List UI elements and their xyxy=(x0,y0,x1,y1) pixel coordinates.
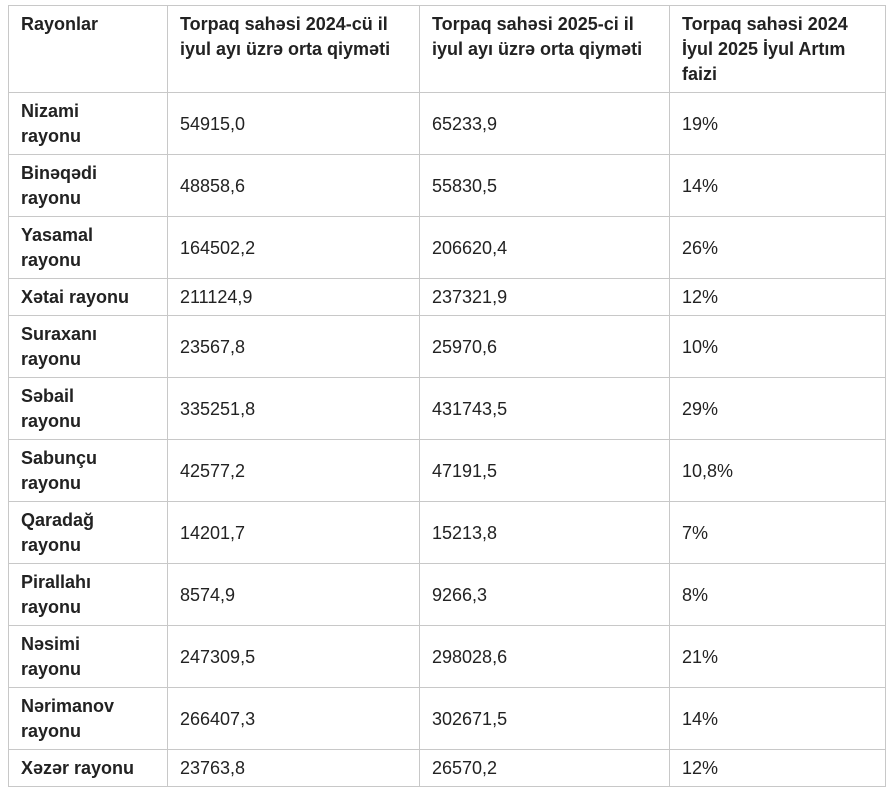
table-row: Qaradağ rayonu 14201,7 15213,8 7% xyxy=(8,501,886,564)
district-cell: Nizami rayonu xyxy=(8,92,168,155)
price-cell: 298028,6 xyxy=(419,625,670,688)
district-name: Xətai rayonu xyxy=(21,287,130,307)
district-cell: Suraxanı rayonu xyxy=(8,315,168,378)
growth-cell: 8% xyxy=(669,563,886,626)
district-cell: Binəqədi rayonu xyxy=(8,154,168,217)
growth-cell: 7% xyxy=(669,501,886,564)
district-name: Yasamal rayonu xyxy=(21,225,94,270)
district-name: Binəqədi rayonu xyxy=(21,163,98,208)
price-cell: 25970,6 xyxy=(419,315,670,378)
district-name: Pirallahı rayonu xyxy=(21,572,92,617)
table-row: Suraxanı rayonu 23567,8 25970,6 10% xyxy=(8,315,886,378)
growth-cell: 14% xyxy=(669,154,886,217)
data-table: Rayonlar Torpaq sahəsi 2024-cü il iyul ay… xyxy=(8,5,886,787)
header-cell: Rayonlar xyxy=(8,5,168,93)
district-name: Sabunçu rayonu xyxy=(21,448,98,493)
price-cell: 266407,3 xyxy=(167,687,420,750)
growth-cell: 12% xyxy=(669,278,886,316)
district-cell: Qaradağ rayonu xyxy=(8,501,168,564)
table-row: Sabunçu rayonu 42577,2 47191,5 10,8% xyxy=(8,439,886,502)
district-cell: Xəzər rayonu xyxy=(8,749,168,787)
growth-cell: 10,8% xyxy=(669,439,886,502)
header-cell: Torpaq sahəsi 2025-ci il iyul ayı üzrə o… xyxy=(419,5,670,93)
table-row: Səbail rayonu 335251,8 431743,5 29% xyxy=(8,377,886,440)
district-name: Nəsimi rayonu xyxy=(21,634,82,679)
district-cell: Nərimanov rayonu xyxy=(8,687,168,750)
district-cell: Nəsimi rayonu xyxy=(8,625,168,688)
price-cell: 237321,9 xyxy=(419,278,670,316)
price-cell: 302671,5 xyxy=(419,687,670,750)
district-cell: Xətai rayonu xyxy=(8,278,168,316)
district-cell: Səbail rayonu xyxy=(8,377,168,440)
header-row: Rayonlar Torpaq sahəsi 2024-cü il iyul ay… xyxy=(8,5,886,93)
price-cell: 26570,2 xyxy=(419,749,670,787)
table-row: Nəsimi rayonu 247309,5 298028,6 21% xyxy=(8,625,886,688)
price-cell: 55830,5 xyxy=(419,154,670,217)
price-cell: 23763,8 xyxy=(167,749,420,787)
price-cell: 23567,8 xyxy=(167,315,420,378)
district-cell: Sabunçu rayonu xyxy=(8,439,168,502)
district-name: Nizami rayonu xyxy=(21,101,82,146)
table-row: Xəzər rayonu 23763,8 26570,2 12% xyxy=(8,749,886,787)
growth-cell: 21% xyxy=(669,625,886,688)
table-row: Pirallahı rayonu 8574,9 9266,3 8% xyxy=(8,563,886,626)
price-cell: 206620,4 xyxy=(419,216,670,279)
table-row: Nərimanov rayonu 266407,3 302671,5 14% xyxy=(8,687,886,750)
table-row: Yasamal rayonu 164502,2 206620,4 26% xyxy=(8,216,886,279)
price-cell: 9266,3 xyxy=(419,563,670,626)
price-cell: 15213,8 xyxy=(419,501,670,564)
district-cell: Yasamal rayonu xyxy=(8,216,168,279)
growth-cell: 29% xyxy=(669,377,886,440)
price-cell: 8574,9 xyxy=(167,563,420,626)
table-row: Xətai rayonu 211124,9 237321,9 12% xyxy=(8,278,886,316)
growth-cell: 14% xyxy=(669,687,886,750)
price-cell: 14201,7 xyxy=(167,501,420,564)
price-cell: 164502,2 xyxy=(167,216,420,279)
price-cell: 431743,5 xyxy=(419,377,670,440)
district-name: Suraxanı rayonu xyxy=(21,324,98,369)
header-cell: Torpaq sahəsi 2024-cü il iyul ayı üzrə o… xyxy=(167,5,420,93)
district-name: Xəzər rayonu xyxy=(21,758,135,778)
growth-cell: 12% xyxy=(669,749,886,787)
price-cell: 42577,2 xyxy=(167,439,420,502)
price-cell: 47191,5 xyxy=(419,439,670,502)
price-cell: 335251,8 xyxy=(167,377,420,440)
price-cell: 48858,6 xyxy=(167,154,420,217)
table-body: Nizami rayonu 54915,0 65233,9 19% Binəqədi r… xyxy=(8,92,886,787)
district-name: Səbail rayonu xyxy=(21,386,82,431)
header-cell: Torpaq sahəsi 2024 İyul 2025 İyul Artım … xyxy=(669,5,886,93)
table-row: Binəqədi rayonu 48858,6 55830,5 14% xyxy=(8,154,886,217)
growth-cell: 10% xyxy=(669,315,886,378)
price-cell: 65233,9 xyxy=(419,92,670,155)
district-name: Nərimanov rayonu xyxy=(21,696,115,741)
growth-cell: 26% xyxy=(669,216,886,279)
district-cell: Pirallahı rayonu xyxy=(8,563,168,626)
price-cell: 54915,0 xyxy=(167,92,420,155)
price-cell: 247309,5 xyxy=(167,625,420,688)
district-name: Qaradağ rayonu xyxy=(21,510,95,555)
price-cell: 211124,9 xyxy=(167,278,420,316)
table-row: Nizami rayonu 54915,0 65233,9 19% xyxy=(8,92,886,155)
growth-cell: 19% xyxy=(669,92,886,155)
